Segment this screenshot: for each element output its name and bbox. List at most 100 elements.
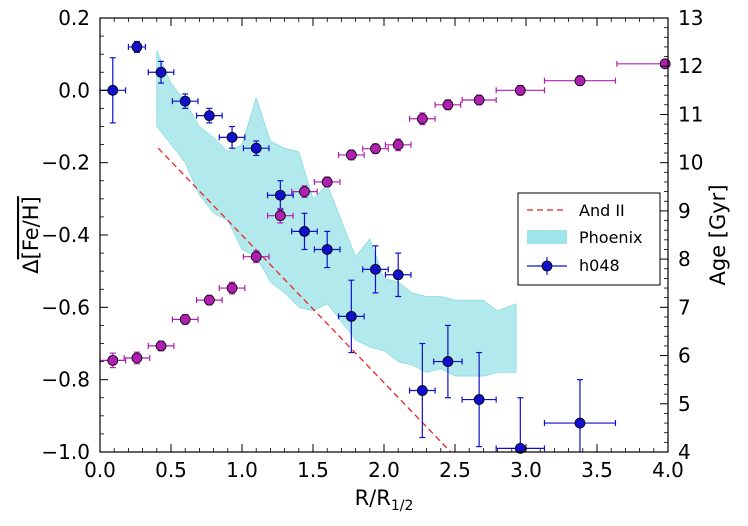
h048-point-11: [362, 245, 389, 294]
y-left-tick-label: −0.6: [41, 295, 90, 319]
age-marker: [370, 143, 381, 155]
and2-line: [157, 147, 452, 453]
h048-marker: [107, 84, 119, 96]
h048-marker: [131, 41, 143, 53]
h048-point-17: [543, 379, 617, 452]
age-point-13: [408, 112, 436, 126]
age-marker: [473, 94, 485, 106]
y-left-tick-label: 0.0: [58, 78, 90, 102]
age-point-0: [99, 352, 127, 369]
legend-swatch-phoenix: [527, 230, 567, 244]
age-point-1: [123, 351, 151, 365]
and2-line-layer: [157, 147, 452, 453]
age-point-5: [218, 281, 246, 295]
age-marker: [131, 352, 143, 364]
age-marker: [155, 340, 167, 352]
svg-text:Age [Gyr]: Age [Gyr]: [706, 184, 730, 285]
age-point-3: [171, 313, 199, 325]
x-tick-label: 1.5: [297, 458, 329, 482]
age-marker: [416, 113, 428, 125]
x-tick-label: 3.5: [581, 458, 613, 482]
y-left-tick-label: 0.2: [58, 6, 90, 30]
h048-marker: [416, 385, 428, 396]
x-tick-label: 1.0: [226, 458, 258, 482]
age-marker: [574, 75, 586, 87]
h048-point-10: [337, 279, 365, 354]
legend-label-phoenix: Phoenix: [579, 228, 642, 247]
legend-label-h048: h048: [579, 256, 620, 275]
h048-marker: [203, 110, 215, 122]
phoenix-band-layer: [156, 50, 517, 377]
age-point-15: [461, 94, 497, 106]
age-point-2: [147, 340, 175, 352]
h048-point-12: [384, 252, 412, 298]
age-marker: [226, 282, 238, 294]
legend-label-and2: And II: [579, 201, 625, 220]
h048-point-6: [242, 140, 270, 157]
y-axis-right-label: Age [Gyr]: [706, 184, 730, 285]
y-right-tick-label: 5: [678, 392, 691, 416]
h048-point-5: [218, 125, 246, 149]
age-marker: [274, 210, 286, 222]
y-left-tick-label: −0.2: [41, 151, 90, 175]
x-tick-label: 0.0: [84, 458, 116, 482]
ticks-layer: 0.0 0.5 1.0 1.5 2.0 2.5 3.0 3.5 4.0 0.2 0.0 −0.2 −0.…: [41, 6, 703, 482]
x-tick-label: 0.5: [155, 458, 187, 482]
age-marker: [442, 99, 454, 111]
h048-marker: [274, 189, 286, 201]
legend-swatch-h048: [541, 260, 553, 272]
age-point-12: [384, 138, 412, 152]
y-right-tick-label: 13: [678, 6, 703, 30]
h048-marker: [514, 442, 526, 454]
h048-marker: [179, 95, 191, 107]
h048-point-13: [408, 342, 436, 439]
age-point-10: [337, 149, 365, 161]
phoenix-band: [156, 50, 517, 377]
age-point-11: [362, 143, 389, 155]
age-point-16: [495, 84, 546, 96]
y-right-tick-label: 9: [678, 199, 691, 223]
x-tick-label: 2.5: [439, 458, 471, 482]
age-point-7: [266, 207, 294, 224]
age-marker: [321, 176, 333, 188]
h048-marker: [155, 66, 167, 78]
h048-marker: [226, 131, 238, 143]
h048-point-4: [195, 107, 223, 124]
y-right-tick-label: 7: [678, 295, 691, 319]
svg-text:Δ[Fe/H]: Δ[Fe/H]: [19, 196, 43, 273]
age-marker: [659, 58, 671, 70]
age-marker: [203, 294, 215, 306]
age-point-14: [434, 99, 462, 111]
h048-point-15: [461, 351, 497, 448]
x-tick-label: 2.0: [368, 458, 400, 482]
age-point-9: [313, 176, 341, 188]
h048-point-3: [171, 93, 199, 110]
h048-marker: [392, 269, 404, 281]
y-left-tick-label: −0.8: [41, 368, 90, 392]
y-right-tick-label: 6: [678, 344, 691, 368]
age-point-18: [616, 58, 671, 70]
y-right-tick-label: 8: [678, 247, 691, 271]
h048-marker: [321, 244, 333, 255]
h048-point-8: [291, 212, 318, 251]
age-point-6: [242, 250, 270, 264]
age-point-8: [291, 185, 318, 198]
x-axis-label: R/R1/2: [355, 486, 414, 514]
age-marker: [250, 251, 262, 263]
h048-point-2: [147, 60, 175, 84]
age-marker: [299, 186, 310, 198]
y-right-tick-label: 10: [678, 151, 703, 175]
h048-point-7: [266, 180, 294, 211]
h048-point-9: [313, 230, 341, 269]
h048-point-0: [99, 57, 127, 124]
h048-marker: [442, 356, 454, 367]
h048-marker: [250, 142, 262, 154]
y-right-tick-label: 4: [678, 440, 691, 464]
x-tick-label: 4.0: [652, 458, 684, 482]
h048-marker: [299, 225, 310, 237]
h048-marker: [473, 394, 485, 405]
age-marker: [107, 354, 119, 366]
h048-point-16: [495, 397, 546, 454]
h048-marker: [574, 417, 586, 429]
